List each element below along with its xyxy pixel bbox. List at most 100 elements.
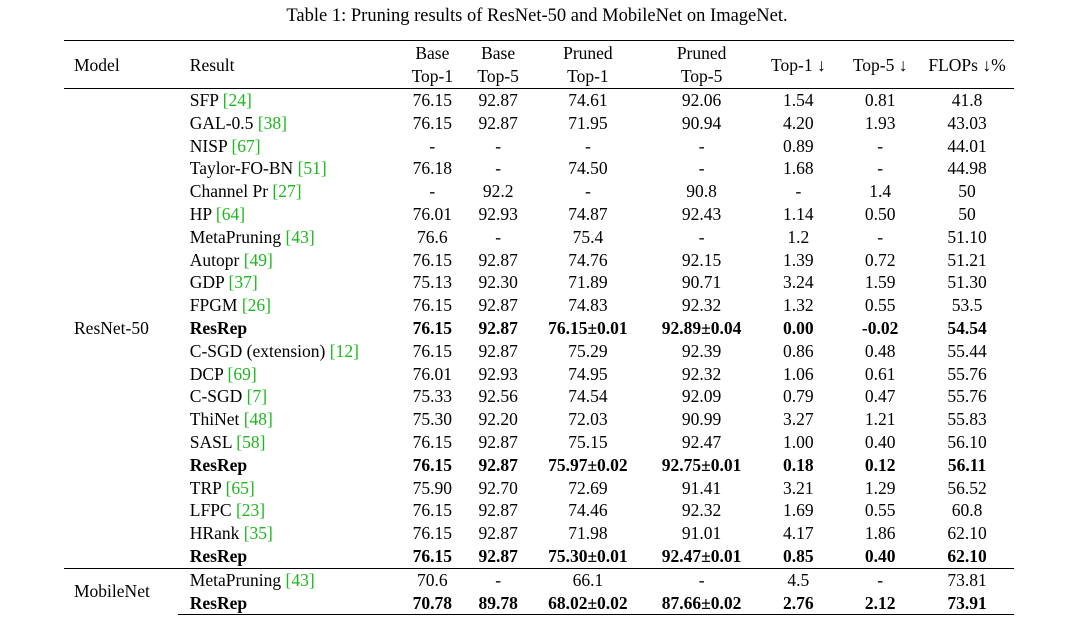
cell-flops: 55.76	[947, 363, 987, 384]
citation-link[interactable]: [26]	[241, 295, 271, 316]
citation-link[interactable]: [38]	[257, 112, 287, 133]
citation-link[interactable]: [27]	[272, 181, 302, 202]
method-name: SASL	[189, 431, 232, 452]
cell-top5-drop: 0.47	[864, 386, 896, 407]
cell-flops: 55.76	[947, 386, 987, 407]
method-name: HP	[189, 203, 212, 224]
citation-link[interactable]: [12]	[329, 340, 359, 361]
cell-method: GAL-0.5 [38]	[178, 112, 398, 135]
method-name: ResRep	[189, 592, 248, 613]
cell-method: Taylor-FO-BN [51]	[178, 157, 398, 180]
cell-pruned-top1: 75.4	[572, 226, 604, 247]
cell-method: ResRep	[178, 545, 398, 568]
citation-link[interactable]: [51]	[297, 158, 327, 179]
cell-flops: 60.8	[951, 500, 983, 521]
cell-method: ThiNet [48]	[178, 408, 398, 431]
citation-link[interactable]: [37]	[228, 272, 258, 293]
cell-pruned-top5: -	[646, 567, 757, 592]
citation-link[interactable]: [64]	[215, 203, 246, 224]
cell-top1-drop: 1.2	[787, 226, 810, 247]
header-row: Model Result Base Top-1 Base Top-5 Pruned T…	[64, 40, 1014, 89]
cell-pruned-top5: 92.75±0.01	[661, 454, 742, 475]
cell-top1-drop: 1.06	[783, 363, 814, 384]
cell-base-top1: 76.01	[412, 203, 453, 224]
cell-base-top5: 92.87	[478, 431, 518, 452]
citation-link[interactable]: [69]	[227, 363, 257, 384]
cell-base-top5: 92.87	[478, 249, 518, 270]
cell-method: Autopr [49]	[178, 249, 398, 272]
cell-method: C-SGD (extension) [12]	[178, 340, 398, 363]
table-row: SASL [58] 76.15 92.87 75.15 92.47 1.00 0.40 56.…	[64, 431, 1014, 454]
model-name-cell: MobileNet	[64, 567, 178, 615]
cell-flops: 54.54	[947, 317, 987, 338]
header-pruned-top1: Pruned Top-1	[529, 40, 647, 89]
cell-pruned-top5: 91.01	[681, 523, 722, 544]
cell-base-top5: 92.70	[478, 477, 518, 498]
cell-base-top5: 92.87	[478, 340, 518, 361]
cell-top1-drop: 0.86	[783, 340, 814, 361]
cell-pruned-top1: 75.15	[568, 431, 608, 452]
cell-top1-drop: 1.69	[783, 500, 814, 521]
cell-pruned-top5: 90.94	[681, 112, 722, 133]
method-name: ResRep	[189, 317, 248, 338]
table-row: C-SGD [7] 75.33 92.56 74.54 92.09 0.79 0.47 55.…	[64, 385, 1014, 408]
cell-base-top5: 89.78	[467, 591, 530, 616]
cell-method: FPGM [26]	[178, 294, 398, 317]
cell-pruned-top1: 71.89	[568, 272, 608, 293]
citation-link[interactable]: [58]	[236, 431, 266, 452]
table-row: C-SGD (extension) [12] 76.15 92.87 75.29 92.…	[64, 340, 1014, 363]
cell-base-top1: 76.15	[412, 317, 453, 338]
citation-link[interactable]: [43]	[285, 569, 315, 590]
cell-base-top1: 70.78	[397, 591, 468, 616]
table-row: Autopr [49] 76.15 92.87 74.76 92.15 1.39 0.72 5…	[64, 249, 1014, 272]
cell-method: TRP [65]	[178, 477, 398, 500]
table-row: GDP [37] 75.13 92.30 71.89 90.71 3.24 1.59 51.3…	[64, 271, 1014, 294]
cell-flops: 43.03	[947, 112, 987, 133]
cell-method: C-SGD [7]	[178, 385, 398, 408]
cell-method: ResRep	[177, 591, 398, 616]
cell-method: ResRep	[178, 317, 398, 340]
citation-link[interactable]: [43]	[285, 226, 315, 247]
citation-link[interactable]: [65]	[225, 477, 255, 498]
cell-flops: 51.10	[947, 226, 987, 247]
cell-flops: 50	[958, 181, 976, 202]
citation-link[interactable]: [35]	[243, 523, 273, 544]
cell-base-top1: 75.13	[412, 272, 453, 293]
cell-base-top5: -	[467, 567, 530, 592]
header-base-top5: Base Top-5	[467, 40, 530, 89]
method-name: Channel Pr	[189, 181, 269, 202]
table-row: ThiNet [48] 75.30 92.20 72.03 90.99 3.27 1.21 5…	[64, 408, 1014, 431]
cell-pruned-top5: 90.8	[686, 181, 717, 202]
cell-pruned-top1: 72.03	[568, 409, 608, 430]
cell-pruned-top1: 72.69	[568, 477, 608, 498]
table-row: LFPC [23] 76.15 92.87 74.46 92.32 1.69 0.55 60.…	[64, 499, 1014, 522]
cell-base-top5: 92.20	[478, 409, 518, 430]
table-body: ResNet-50 SFP [24] 76.15 92.87 74.61 92.06 1.5…	[64, 89, 1014, 616]
cell-pruned-top5: 92.15	[681, 249, 722, 270]
cell-pruned-top5: 90.99	[681, 409, 722, 430]
citation-link[interactable]: [7]	[246, 386, 268, 407]
table-row: ResRep 76.15 92.87 75.97±0.02 92.75±0.01 0.18…	[64, 454, 1014, 477]
method-name: ResRep	[189, 454, 248, 475]
cell-top1-drop: 1.54	[783, 90, 814, 110]
cell-pruned-top5: 90.71	[681, 272, 722, 293]
cell-method: NISP [67]	[178, 135, 398, 158]
method-name: Taylor-FO-BN	[189, 158, 294, 179]
method-name: GAL-0.5	[189, 112, 254, 133]
citation-link[interactable]: [23]	[235, 500, 266, 521]
header-model: Model	[64, 40, 178, 89]
cell-top5-drop: 1.59	[864, 272, 896, 293]
cell-pruned-top5: 91.41	[681, 477, 722, 498]
cell-base-top1: 76.15	[412, 112, 453, 133]
cell-top1-drop: 0.85	[783, 545, 814, 566]
cell-pruned-top1: 66.1	[529, 567, 647, 592]
cell-pruned-top5: 92.32	[681, 295, 722, 316]
cell-pruned-top5: 92.47±0.01	[661, 545, 742, 566]
cell-base-top1: 70.6	[397, 567, 468, 592]
cell-top1-drop: 0.18	[783, 454, 814, 475]
cell-pruned-top1: 74.76	[568, 249, 608, 270]
citation-link[interactable]: [49]	[243, 249, 273, 270]
citation-link[interactable]: [24]	[222, 90, 252, 110]
citation-link[interactable]: [67]	[231, 135, 261, 156]
citation-link[interactable]: [48]	[243, 409, 273, 430]
